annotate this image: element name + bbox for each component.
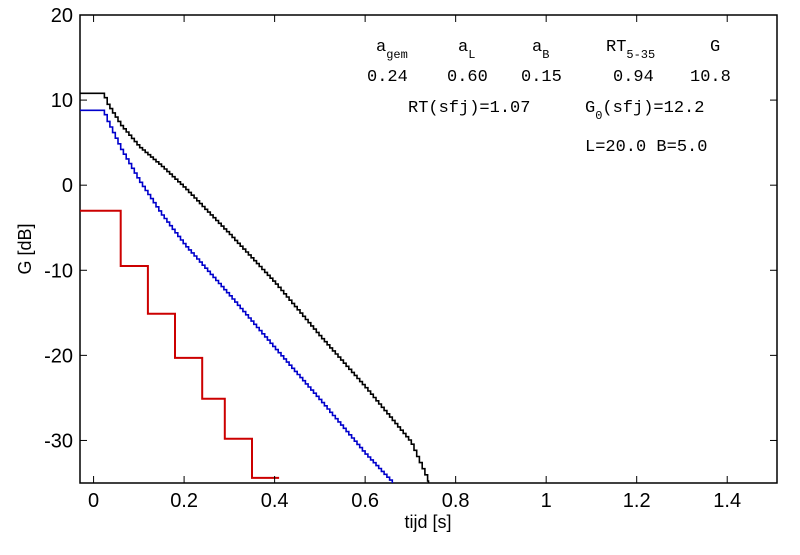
dimensions: L=20.0 B=5.0 (585, 138, 707, 157)
value-a-l: 0.60 (447, 68, 488, 87)
header-g: G (710, 38, 720, 57)
series-line-black (80, 92, 430, 483)
value-rt: 0.94 (613, 68, 654, 87)
series-line-red (80, 209, 280, 479)
value-a-b: 0.15 (521, 68, 562, 87)
y-tick-label: 20 (51, 5, 73, 27)
y-tick-label: -20 (44, 345, 73, 367)
x-tick-label: 1.4 (713, 490, 741, 512)
x-tick-label: 1.2 (623, 490, 651, 512)
y-tick-label: 0 (62, 175, 73, 197)
series-layer (80, 92, 430, 483)
ticks-layer: 0 0.2 0.4 0.6 0.8 1 1.2 1.4 20 10 0 -10 -20 -30 (44, 5, 777, 512)
value-a-gem: 0.24 (367, 68, 408, 87)
header-a-l: aL (458, 38, 475, 62)
x-tick-label: 0.6 (351, 490, 379, 512)
y-tick-label: -10 (44, 260, 73, 282)
plot-area (79, 14, 778, 484)
value-g: 10.8 (690, 68, 731, 87)
y-tick-label: -30 (44, 430, 73, 452)
x-axis-label: tijd [s] (404, 512, 451, 532)
x-tick-label: 0.4 (261, 490, 289, 512)
header-a-gem: agem (376, 38, 408, 62)
x-tick-label: 0.8 (442, 490, 470, 512)
series-line-blue (80, 109, 394, 483)
header-a-b: aB (532, 38, 549, 62)
rt-sfj: RT(sfj)=1.07 (408, 99, 530, 118)
x-tick-label: 0.2 (170, 490, 198, 512)
x-tick-label: 0 (88, 490, 99, 512)
x-tick-label: 1 (541, 490, 552, 512)
annotation-block: agem aL aB RT5-35 G 0.24 0.60 0.15 0.94 … (367, 38, 731, 157)
y-tick-label: 10 (51, 90, 73, 112)
header-rt: RT5-35 (606, 38, 655, 62)
g0-sfj: G0(sfj)=12.2 (585, 99, 704, 123)
y-axis-label: G [dB] (15, 223, 35, 274)
